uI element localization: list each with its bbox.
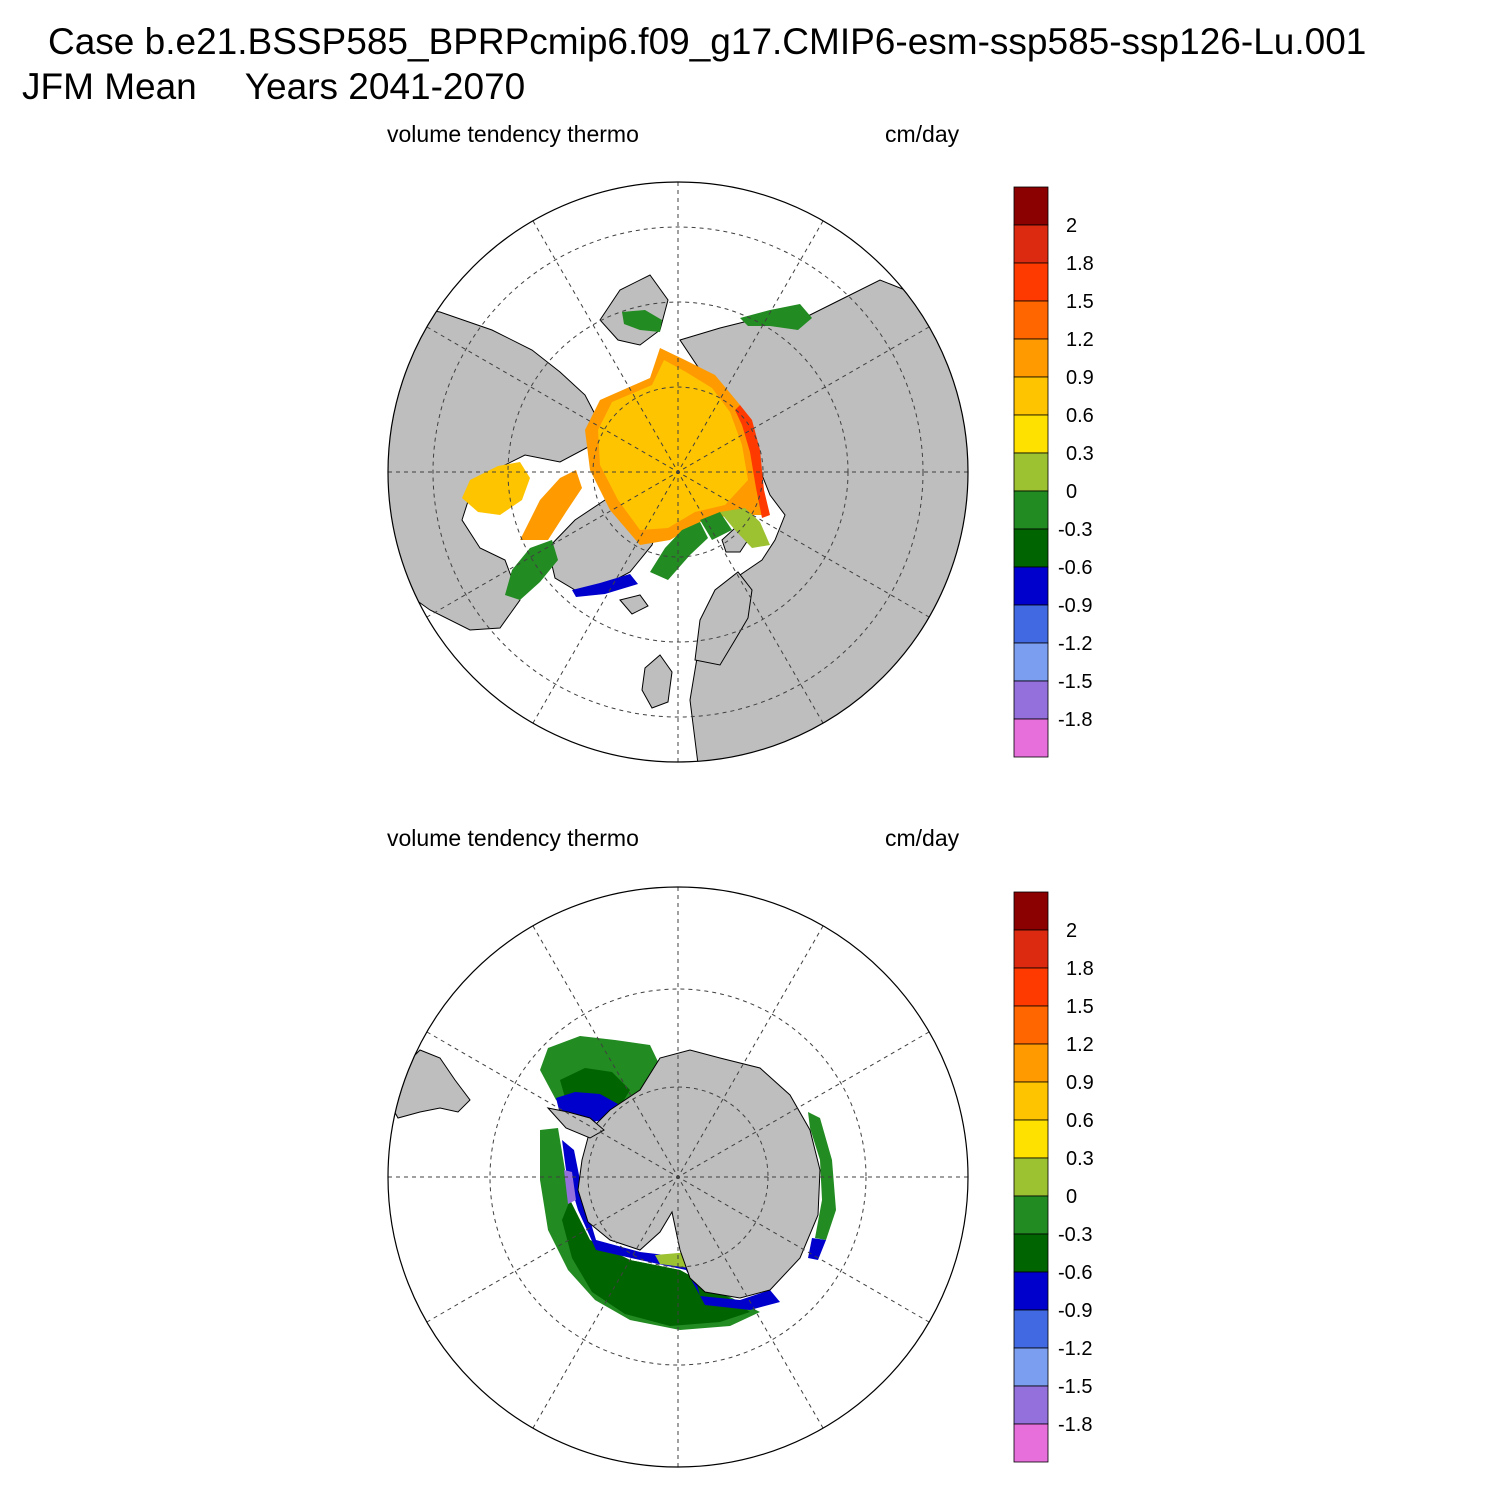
uk-landmass [641, 654, 673, 709]
north-colorbar-label-13: -1.8 [1058, 709, 1092, 731]
north-colorbar-box-6 [1013, 414, 1049, 454]
east-antarctic-melt [808, 1238, 826, 1260]
north-colorbar-label-5: 0.6 [1066, 405, 1094, 427]
north-colorbar-label-6: 0.3 [1066, 443, 1094, 465]
south-colorbar-box-9 [1013, 1233, 1049, 1273]
north-colorbar-box-0 [1013, 186, 1049, 226]
south-colorbar-box-0 [1013, 891, 1049, 931]
years-label: Years 2041-2070 [244, 66, 526, 107]
north-colorbar-label-9: -0.6 [1058, 557, 1092, 579]
south-colorbar-label-8: -0.3 [1058, 1224, 1092, 1246]
south-colorbar-box-4 [1013, 1043, 1049, 1083]
north-colorbar-label-12: -1.5 [1058, 671, 1092, 693]
south-colorbar-label-1: 1.8 [1066, 958, 1094, 980]
north-graticule [388, 182, 968, 762]
south-colorbar-label-9: -0.6 [1058, 1262, 1092, 1284]
north-colorbar-label-4: 0.9 [1066, 367, 1094, 389]
south-colorbar-label-11: -1.2 [1058, 1338, 1092, 1360]
labrador-sea-ice [505, 540, 558, 600]
north-colorbar-label-2: 1.5 [1066, 291, 1094, 313]
south-colorbar-label-7: 0 [1066, 1186, 1077, 1208]
north-colorbar-box-9 [1013, 528, 1049, 568]
okhotsk-sea-ice [740, 304, 812, 330]
north-colorbar: 2 1.8 1.5 1.2 0.9 0.6 0.3 0 -0.3 -0.6 -0.9 -1.2 -1.5… [1013, 186, 1094, 758]
greenland-sea-ice [650, 522, 708, 580]
south-colorbar-box-1 [1013, 929, 1049, 969]
north-colorbar-box-8 [1013, 490, 1049, 530]
north-colorbar-box-4 [1013, 338, 1049, 378]
north-colorbar-box-12 [1013, 642, 1049, 682]
barents-sea-edge [700, 512, 732, 540]
north-colorbar-label-0: 2 [1066, 215, 1077, 237]
south-colorbar-label-4: 0.9 [1066, 1072, 1094, 1094]
south-colorbar-box-7 [1013, 1157, 1049, 1197]
north-colorbar-box-5 [1013, 376, 1049, 416]
north-colorbar-label-3: 1.2 [1066, 329, 1094, 351]
amundsen-melt-light [564, 1170, 576, 1204]
south-units-label: cm/day [885, 825, 960, 851]
south-polar-map [387, 886, 969, 1468]
arctic-basin-ice-core [598, 360, 748, 530]
north-colorbar-label-1: 1.8 [1066, 253, 1094, 275]
scandinavia-landmass [694, 571, 753, 666]
south-colorbar-label-10: -0.9 [1058, 1300, 1092, 1322]
north-colorbar-label-8: -0.3 [1058, 519, 1092, 541]
south-colorbar-box-12 [1013, 1347, 1049, 1387]
north-polar-map [387, 181, 969, 763]
north-variable-label: volume tendency thermo [387, 121, 639, 147]
ross-sea-ice [562, 1200, 750, 1326]
baffin-bay-ice [520, 470, 582, 540]
south-colorbar-box-3 [1013, 1005, 1049, 1045]
season-label: JFM Mean [22, 66, 197, 107]
south-colorbar-label-13: -1.8 [1058, 1414, 1092, 1436]
south-colorbar-box-14 [1013, 1423, 1049, 1463]
south-colorbar-label-6: 0.3 [1066, 1148, 1094, 1170]
greenland-sea-melt [572, 574, 638, 597]
antarctic-peninsula [546, 1107, 605, 1139]
north-colorbar-box-11 [1013, 604, 1049, 644]
south-colorbar-box-5 [1013, 1081, 1049, 1121]
barents-sea-ice [720, 508, 770, 548]
south-map-border [387, 886, 969, 1468]
north-colorbar-box-10 [1013, 566, 1049, 606]
south-colorbar-label-0: 2 [1066, 920, 1077, 942]
north-colorbar-label-11: -1.2 [1058, 633, 1092, 655]
south-colorbar-box-2 [1013, 967, 1049, 1007]
season-years-title: JFM Mean Years 2041-2070 [22, 67, 525, 107]
south-graticule [388, 887, 968, 1467]
south-colorbar-label-12: -1.5 [1058, 1376, 1092, 1398]
south-colorbar-box-10 [1013, 1271, 1049, 1311]
east-antarctic-ice [808, 1112, 836, 1240]
case-title: Case b.e21.BSSP585_BPRPcmip6.f09_g17.CMI… [48, 21, 1367, 62]
north-colorbar-box-3 [1013, 300, 1049, 340]
south-land-masses [388, 1049, 821, 1299]
south-colorbar-box-13 [1013, 1385, 1049, 1425]
iceland-landmass [619, 594, 649, 615]
north-colorbar-label-10: -0.9 [1058, 595, 1092, 617]
hudson-bay-ice [462, 462, 530, 515]
south-colorbar-label-2: 1.5 [1066, 996, 1094, 1018]
bering-sea-ice [622, 310, 662, 332]
north-units-label: cm/day [885, 121, 960, 147]
south-colorbar-box-8 [1013, 1195, 1049, 1235]
north-colorbar-box-13 [1013, 680, 1049, 720]
south-sea-ice-field [540, 1036, 836, 1330]
south-colorbar: 2 1.8 1.5 1.2 0.9 0.6 0.3 0 -0.3 -0.6 -0.9 -1.2 -1.5… [1013, 891, 1094, 1463]
south-colorbar-box-11 [1013, 1309, 1049, 1349]
north-colorbar-label-7: 0 [1066, 481, 1077, 503]
antarctica-landmass [577, 1049, 821, 1299]
north-colorbar-box-2 [1013, 262, 1049, 302]
south-variable-label: volume tendency thermo [387, 825, 639, 851]
north-map-border [387, 181, 969, 763]
south-colorbar-label-5: 0.6 [1066, 1110, 1094, 1132]
north-colorbar-box-14 [1013, 718, 1049, 758]
south-colorbar-box-6 [1013, 1119, 1049, 1159]
north-colorbar-box-7 [1013, 452, 1049, 492]
south-colorbar-label-3: 1.2 [1066, 1034, 1094, 1056]
north-colorbar-box-1 [1013, 224, 1049, 264]
